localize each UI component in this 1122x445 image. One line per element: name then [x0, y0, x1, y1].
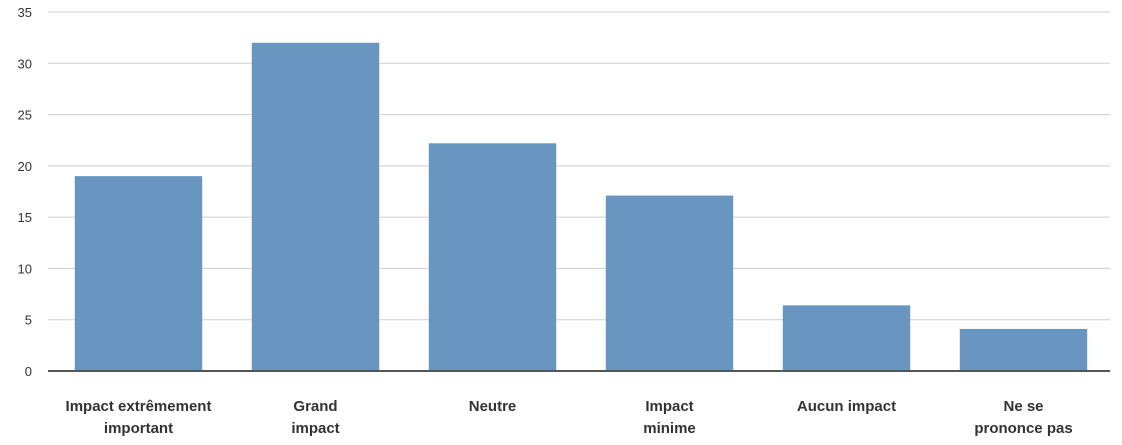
y-tick-label: 30 — [18, 56, 32, 71]
x-category-label: Ne se prononce pas — [974, 398, 1072, 437]
bar — [782, 305, 911, 371]
y-tick-label: 5 — [25, 313, 32, 328]
y-axis-ticks: 0 5 10 15 20 25 30 35 — [18, 5, 32, 379]
x-category-label: Impact minime — [643, 398, 696, 437]
y-tick-label: 20 — [18, 159, 32, 174]
y-tick-label: 25 — [18, 108, 32, 123]
bar — [605, 195, 734, 371]
y-tick-label: 10 — [18, 261, 32, 276]
bar — [251, 42, 380, 372]
y-tick-label: 35 — [18, 5, 32, 20]
bar — [74, 176, 203, 371]
y-tick-label: 0 — [25, 364, 32, 379]
x-category-label: Neutre — [469, 398, 517, 415]
bar — [428, 143, 557, 371]
x-category-label: Impact extrêmement important — [66, 398, 212, 437]
gridlines — [48, 11, 1110, 321]
y-tick-label: 15 — [18, 210, 32, 225]
x-axis-labels: Impact extrêmement important Grand impact Ne… — [66, 398, 1073, 437]
x-category-label: Grand impact — [291, 398, 339, 437]
x-category-label: Aucun impact — [797, 398, 896, 415]
bars — [74, 42, 1088, 372]
bar — [959, 328, 1088, 371]
